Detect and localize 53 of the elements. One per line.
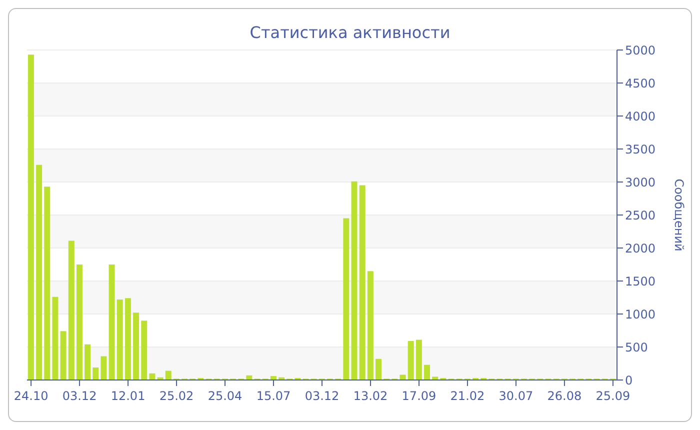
x-tick-label: 25.02 xyxy=(159,389,194,403)
bar xyxy=(68,240,74,380)
bar xyxy=(432,376,438,380)
bar xyxy=(165,370,172,380)
y-tick-label: 4500 xyxy=(625,76,656,90)
y-tick-label: 2000 xyxy=(625,241,656,256)
x-tick-label: 12.01 xyxy=(110,389,146,403)
y-tick-label: 5000 xyxy=(625,43,656,58)
bar xyxy=(108,264,115,380)
bar xyxy=(92,367,99,380)
y-tick-label: 0 xyxy=(625,373,633,388)
bar xyxy=(351,181,358,380)
bar xyxy=(116,299,123,380)
x-tick-label: 21.02 xyxy=(450,389,485,403)
y-tick-label: 500 xyxy=(625,340,648,354)
bar xyxy=(149,373,156,380)
x-tick-label: 17.09 xyxy=(402,389,436,403)
y-tick-label: 1500 xyxy=(625,274,656,288)
bar xyxy=(124,298,131,380)
bar xyxy=(52,296,58,380)
bar xyxy=(28,54,34,380)
y-axis-title: Сообщений xyxy=(672,178,686,252)
bar xyxy=(141,320,148,380)
x-tick-label: 25.04 xyxy=(208,389,242,403)
x-tick-label: 03.12 xyxy=(62,389,97,403)
bar xyxy=(44,186,50,380)
x-tick-label: 25.09 xyxy=(596,389,630,403)
bar xyxy=(408,341,414,380)
bar xyxy=(424,364,430,380)
x-tick-label: 15.07 xyxy=(256,389,291,403)
y-tick-label: 3500 xyxy=(625,142,656,156)
bar xyxy=(416,340,422,380)
x-tick-label: 24.10 xyxy=(14,389,48,403)
x-tick-label: 30.07 xyxy=(498,389,534,403)
bar xyxy=(359,185,366,380)
bar xyxy=(36,164,42,380)
bar xyxy=(376,358,382,380)
bar xyxy=(84,344,91,380)
bar xyxy=(343,218,350,380)
x-tick-label: 03.12 xyxy=(304,389,340,403)
bar xyxy=(60,331,66,380)
bar xyxy=(400,374,406,380)
y-tick-label: 2500 xyxy=(625,208,656,222)
bar xyxy=(367,271,374,380)
chart-title: Статистика активности xyxy=(248,23,452,42)
bar xyxy=(76,264,82,380)
x-tick-label: 13.02 xyxy=(353,389,388,403)
y-tick-label: 4000 xyxy=(625,109,656,124)
bar xyxy=(100,356,107,380)
x-tick-label: 26.08 xyxy=(547,389,582,403)
y-tick-label: 3000 xyxy=(625,175,656,190)
bar xyxy=(133,312,140,380)
y-tick-label: 1000 xyxy=(625,307,656,322)
